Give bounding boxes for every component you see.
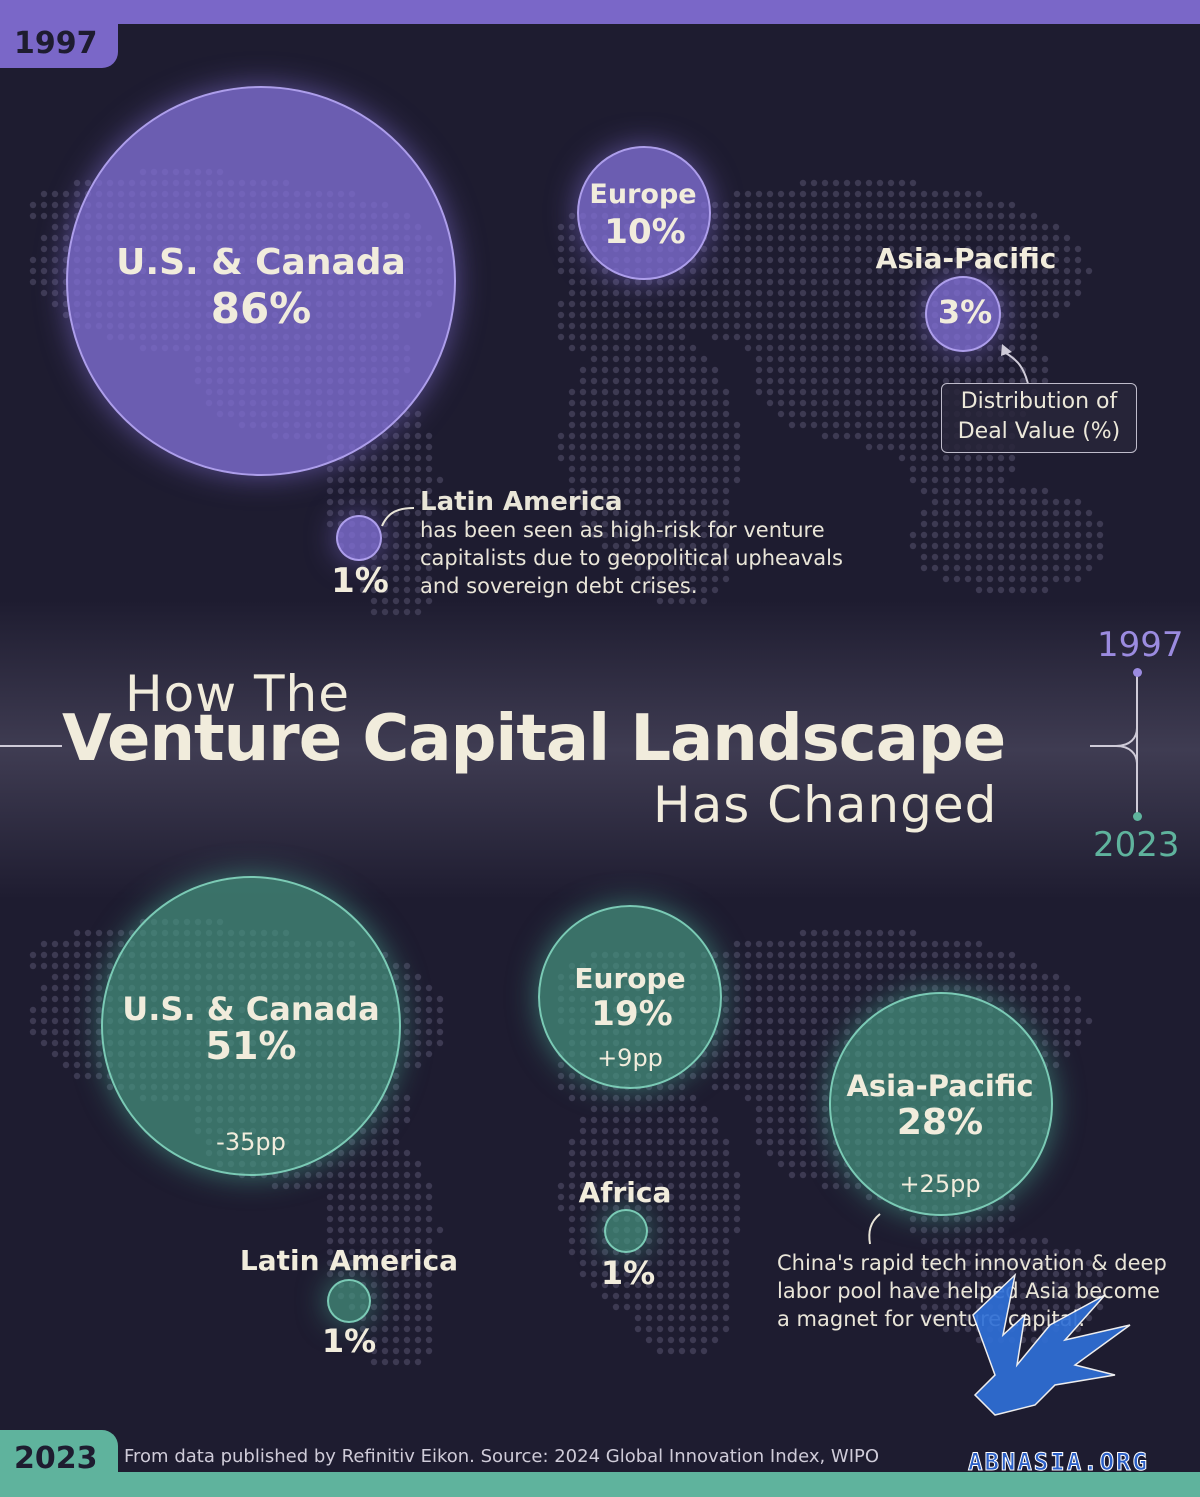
label-1997-europe: Europe [589, 179, 697, 210]
latam-note: Latin America has been seen as high-risk… [420, 488, 843, 600]
bubble-1997-latin-america [336, 515, 382, 561]
bracket-dot-1997 [1133, 668, 1142, 677]
label-2023-latin-america: Latin America [239, 1244, 459, 1277]
bubble-2023-us-canada [101, 876, 401, 1176]
source-credit: From data published by Refinitiv Eikon. … [124, 1446, 880, 1467]
title-band [0, 600, 1200, 900]
legend-box: Distribution of Deal Value (%) [941, 383, 1137, 453]
bubble-2023-asia-pacific [829, 992, 1053, 1216]
latam-note-line: and sovereign debt crises. [420, 574, 698, 598]
legend-text-2: Deal Value (%) [957, 419, 1121, 444]
latam-note-line: capitalists due to geopolitical upheaval… [420, 546, 843, 570]
bubble-1997-us-canada [66, 86, 456, 476]
watermark-text: ABNASIA.ORG [968, 1448, 1149, 1477]
change-2023-europe: +9pp [597, 1044, 663, 1072]
value-2023-africa: 1% [600, 1254, 656, 1292]
bracket-dot-2023 [1133, 812, 1142, 821]
value-2023-us-canada: 51% [205, 1024, 297, 1068]
change-2023-asia-pacific: +25pp [899, 1170, 981, 1198]
bubble-1997-europe [577, 146, 711, 280]
label-1997-asia-pacific: Asia-Pacific [875, 242, 1057, 275]
label-2023-us-canada: U.S. & Canada [122, 990, 380, 1028]
value-1997-latin-america: 1% [331, 561, 389, 601]
watermark-bird-logo [972, 1272, 1131, 1416]
year-end-label: 2023 [1093, 825, 1180, 865]
china-connector [868, 1213, 881, 1245]
year-start-label: 1997 [1097, 625, 1184, 665]
year-bracket [1090, 674, 1138, 818]
value-2023-latin-america: 1% [321, 1322, 377, 1360]
label-1997-us-canada: U.S. & Canada [116, 242, 406, 283]
label-2023-asia-pacific: Asia-Pacific [846, 1069, 1034, 1103]
latam-connector [381, 507, 415, 527]
value-1997-asia-pacific: 3% [937, 293, 993, 331]
bubble-1997-asia-pacific [925, 276, 1001, 352]
bubble-2023-europe [538, 905, 722, 1089]
china-note-line: a magnet for venture capital. [777, 1307, 1086, 1331]
china-note-line: China's rapid tech innovation & deep [777, 1251, 1167, 1275]
title-rule-left [0, 745, 62, 747]
latam-note-title: Latin America [420, 487, 623, 517]
title-line-3: Has Changed [653, 776, 998, 834]
latam-note-line: has been seen as high-risk for venture [420, 518, 825, 542]
change-2023-us-canada: -35pp [216, 1128, 286, 1156]
year-1997-tab: 1997 [0, 24, 118, 68]
top-color-bar [0, 0, 1200, 24]
label-2023-europe: Europe [574, 962, 686, 995]
value-1997-us-canada: 86% [210, 284, 312, 333]
value-1997-europe: 10% [604, 212, 686, 252]
title-line-1: How The [125, 665, 350, 723]
bubble-2023-africa [604, 1209, 648, 1253]
legend-arrow [1001, 344, 1029, 385]
value-2023-asia-pacific: 28% [896, 1102, 984, 1143]
legend-text-1: Distribution of [960, 389, 1118, 414]
bubble-2023-latin-america [327, 1279, 371, 1323]
title-line-2: Venture Capital Landscape [62, 702, 1006, 776]
bottom-color-bar [0, 1472, 1200, 1497]
value-2023-europe: 19% [591, 994, 673, 1034]
year-2023-tab: 2023 [0, 1430, 118, 1497]
label-2023-africa: Africa [578, 1176, 672, 1209]
